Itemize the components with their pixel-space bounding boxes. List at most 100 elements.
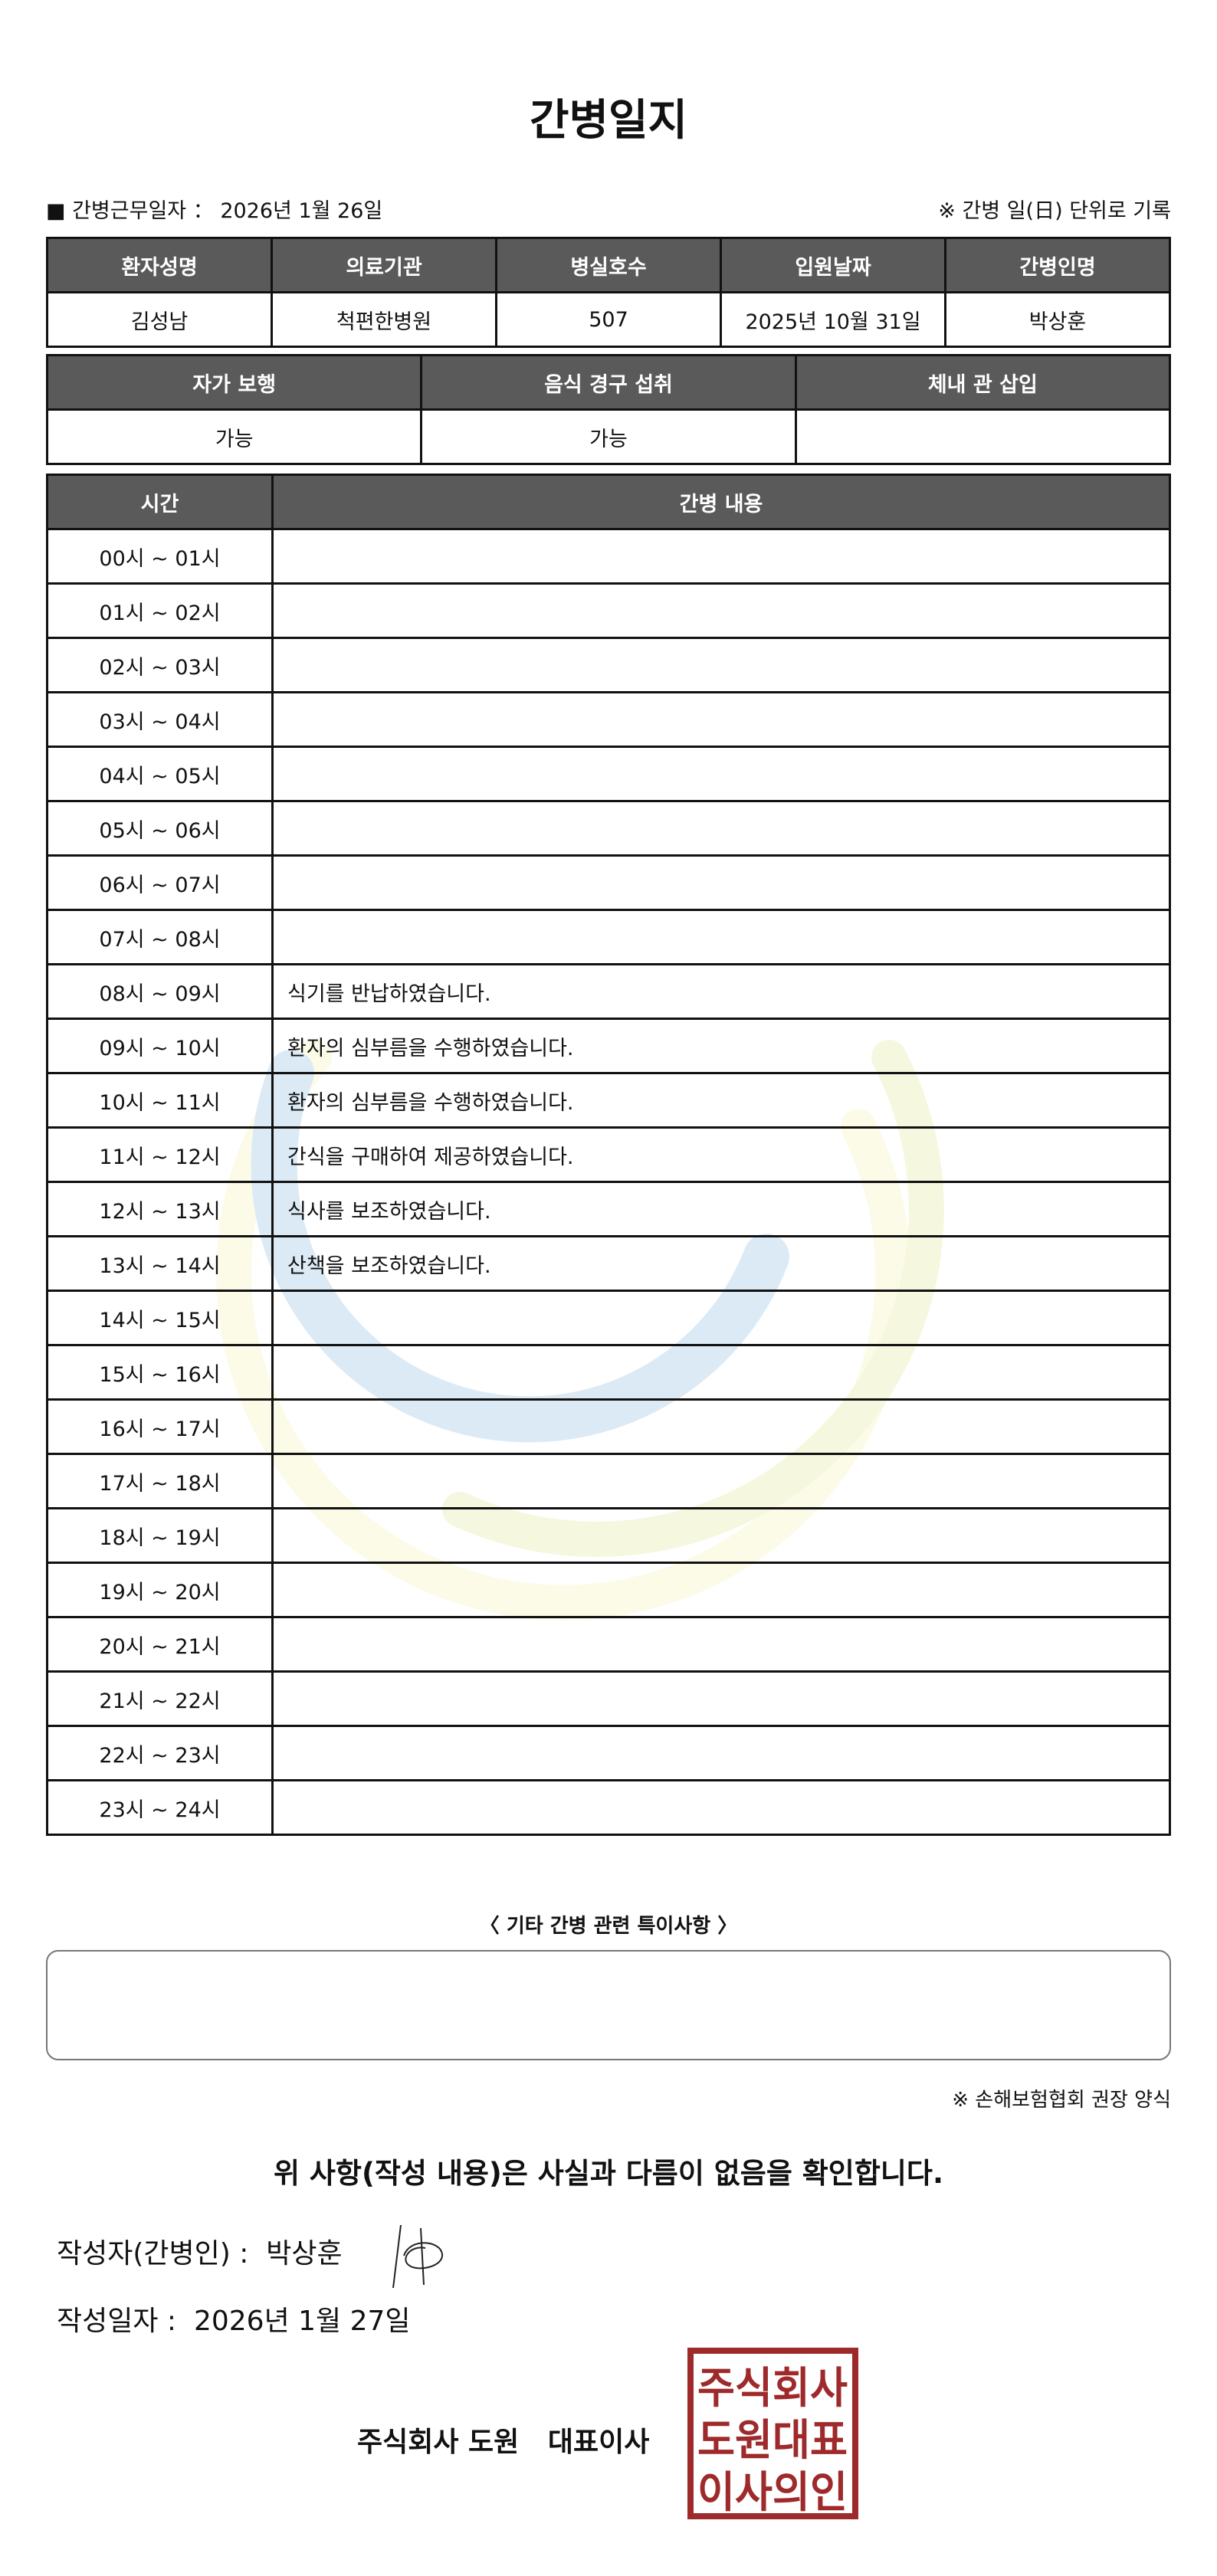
log-time: 11시 ~ 12시 [46, 1126, 274, 1183]
log-content: 환자의 심부름을 수행하였습니다. [271, 1018, 1171, 1074]
log-content [271, 746, 1171, 802]
patient-value: 김성남 [46, 291, 273, 348]
log-time: 05시 ~ 06시 [46, 800, 274, 857]
log-row: 02시 ~ 03시 [46, 637, 1171, 693]
log-time: 07시 ~ 08시 [46, 909, 274, 965]
company-title: 대표이사 [547, 2427, 650, 2458]
log-time: 22시 ~ 23시 [46, 1725, 274, 1781]
page-title: 간병일지 [529, 96, 688, 146]
log-time: 17시 ~ 18시 [46, 1453, 274, 1509]
log-time: 14시 ~ 15시 [46, 1290, 274, 1346]
log-time: 01시 ~ 02시 [46, 582, 274, 639]
record-note: ※ 간병 일(日) 단위로 기록 [938, 199, 1171, 223]
log-content [271, 582, 1171, 639]
log-time: 15시 ~ 16시 [46, 1344, 274, 1401]
log-row: 20시 ~ 21시 [46, 1616, 1171, 1673]
company-signature: 주식회사 도원 대표이사 [357, 2420, 649, 2460]
log-row: 19시 ~ 20시 [46, 1562, 1171, 1618]
log-time: 08시 ~ 09시 [46, 963, 274, 1020]
log-time: 18시 ~ 19시 [46, 1507, 274, 1564]
log-content [271, 1507, 1171, 1564]
log-content [271, 637, 1171, 693]
confirmation-statement: 위 사항(작성 내용)은 사실과 다름이 없음을 확인합니다. [273, 2157, 944, 2190]
log-content [271, 1725, 1171, 1781]
patient-header: 의료기관 [271, 237, 497, 293]
log-row: 08시 ~ 09시 식기를 반납하였습니다. [46, 963, 1171, 1020]
svg-text:이사의인: 이사의인 [697, 2468, 848, 2518]
patient-header: 병실호수 [495, 237, 722, 293]
status-header: 음식 경구 섭취 [420, 354, 797, 411]
patient-header: 간병인명 [944, 237, 1171, 293]
log-row: 00시 ~ 01시 [46, 528, 1171, 585]
log-row: 06시 ~ 07시 [46, 854, 1171, 911]
status-value [794, 408, 1172, 465]
company-name: 주식회사 도원 [357, 2427, 520, 2458]
log-row: 16시 ~ 17시 [46, 1398, 1171, 1455]
log-content [271, 1290, 1171, 1346]
log-row: 12시 ~ 13시 식사를 보조하였습니다. [46, 1181, 1171, 1237]
written-date: 작성일자 : 2026년 1월 27일 [57, 2299, 411, 2338]
patient-value: 척편한병원 [271, 291, 497, 348]
log-content [271, 1616, 1171, 1673]
log-time: 10시 ~ 11시 [46, 1072, 274, 1129]
log-content [271, 854, 1171, 911]
status-value: 가능 [45, 408, 423, 465]
company-seal-stamp: 주식회사 도원대표 이사의인 [687, 2348, 858, 2519]
status-value: 가능 [420, 408, 797, 465]
time-header: 시간 [46, 474, 274, 530]
log-row: 05시 ~ 06시 [46, 800, 1171, 857]
log-row: 14시 ~ 15시 [46, 1290, 1171, 1346]
log-row: 01시 ~ 02시 [46, 582, 1171, 639]
writer-line: 작성자(간병인) : 박상훈 [57, 2231, 343, 2271]
patient-value: 507 [495, 291, 722, 348]
log-row: 13시 ~ 14시 산책을 보조하였습니다. [46, 1235, 1171, 1292]
writer-name: 박상훈 [266, 2238, 343, 2270]
log-row: 18시 ~ 19시 [46, 1507, 1171, 1564]
special-notes-label: 〈 기타 간병 관련 특이사항 〉 [479, 1915, 738, 1938]
log-content [271, 1453, 1171, 1509]
patient-value: 박상훈 [944, 291, 1171, 348]
status-header: 체내 관 삽입 [794, 354, 1172, 411]
log-content [271, 691, 1171, 748]
log-content: 식기를 반납하였습니다. [271, 963, 1171, 1020]
log-time: 16시 ~ 17시 [46, 1398, 274, 1455]
work-date: ■ 간병근무일자 ： 2026년 1월 26일 [46, 194, 382, 224]
log-content [271, 1344, 1171, 1401]
log-time: 13시 ~ 14시 [46, 1235, 274, 1292]
log-row: 03시 ~ 04시 [46, 691, 1171, 748]
status-header: 자가 보행 [45, 354, 423, 411]
special-notes-box[interactable] [46, 1950, 1171, 2060]
log-time: 19시 ~ 20시 [46, 1562, 274, 1618]
log-content [271, 528, 1171, 585]
log-row: 11시 ~ 12시 간식을 구매하여 제공하였습니다. [46, 1126, 1171, 1183]
care-log-table: 시간 간병 내용 00시 ~ 01시 01시 ~ 02시 02시 ~ 03시 03시 ~… [46, 474, 1171, 1836]
log-row: 22시 ~ 23시 [46, 1725, 1171, 1781]
log-content: 산책을 보조하였습니다. [271, 1235, 1171, 1292]
log-row: 21시 ~ 22시 [46, 1670, 1171, 1727]
log-time: 06시 ~ 07시 [46, 854, 274, 911]
log-time: 20시 ~ 21시 [46, 1616, 274, 1673]
log-content [271, 1398, 1171, 1455]
writer-label: 작성자(간병인) : [57, 2238, 249, 2270]
log-time: 03시 ~ 04시 [46, 691, 274, 748]
log-time: 21시 ~ 22시 [46, 1670, 274, 1727]
svg-text:도원대표: 도원대표 [697, 2416, 848, 2466]
log-time: 09시 ~ 10시 [46, 1018, 274, 1074]
log-row: 10시 ~ 11시 환자의 심부름을 수행하였습니다. [46, 1072, 1171, 1129]
log-row: 07시 ~ 08시 [46, 909, 1171, 965]
patient-value: 2025년 10월 31일 [720, 291, 946, 348]
log-content [271, 1562, 1171, 1618]
log-row: 23시 ~ 24시 [46, 1779, 1171, 1836]
log-content [271, 909, 1171, 965]
log-content: 환자의 심부름을 수행하였습니다. [271, 1072, 1171, 1129]
patient-header: 입원날짜 [720, 237, 946, 293]
log-row: 09시 ~ 10시 환자의 심부름을 수행하였습니다. [46, 1018, 1171, 1074]
svg-text:주식회사: 주식회사 [697, 2364, 848, 2414]
log-row: 17시 ~ 18시 [46, 1453, 1171, 1509]
content-header: 간병 내용 [271, 474, 1171, 530]
written-date-value: 2026년 1월 27일 [193, 2306, 411, 2337]
log-content: 식사를 보조하였습니다. [271, 1181, 1171, 1237]
written-date-label: 작성일자 : [57, 2306, 177, 2337]
log-time: 12시 ~ 13시 [46, 1181, 274, 1237]
patient-info-table: 환자성명 의료기관 병실호수 입원날짜 간병인명 김성남 척편한병원 507 2025년 10월… [46, 237, 1171, 348]
